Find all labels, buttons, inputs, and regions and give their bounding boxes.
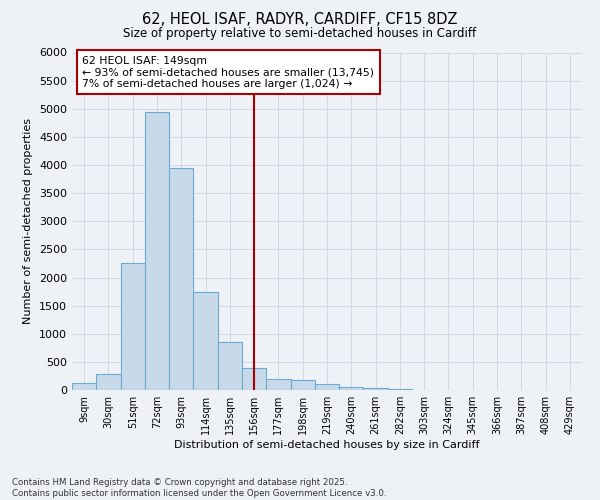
Bar — [315, 384, 339, 390]
Bar — [388, 389, 412, 390]
Y-axis label: Number of semi-detached properties: Number of semi-detached properties — [23, 118, 34, 324]
Bar — [121, 264, 145, 390]
Bar — [96, 374, 121, 390]
Bar — [193, 292, 218, 390]
X-axis label: Distribution of semi-detached houses by size in Cardiff: Distribution of semi-detached houses by … — [174, 440, 480, 450]
Bar — [169, 168, 193, 390]
Bar — [290, 380, 315, 390]
Bar — [72, 383, 96, 390]
Bar — [242, 368, 266, 390]
Bar — [145, 112, 169, 390]
Bar — [218, 342, 242, 390]
Text: Contains HM Land Registry data © Crown copyright and database right 2025.
Contai: Contains HM Land Registry data © Crown c… — [12, 478, 386, 498]
Text: Size of property relative to semi-detached houses in Cardiff: Size of property relative to semi-detach… — [124, 28, 476, 40]
Bar — [339, 387, 364, 390]
Text: 62 HEOL ISAF: 149sqm
← 93% of semi-detached houses are smaller (13,745)
7% of se: 62 HEOL ISAF: 149sqm ← 93% of semi-detac… — [82, 56, 374, 89]
Bar — [364, 388, 388, 390]
Text: 62, HEOL ISAF, RADYR, CARDIFF, CF15 8DZ: 62, HEOL ISAF, RADYR, CARDIFF, CF15 8DZ — [142, 12, 458, 28]
Bar — [266, 379, 290, 390]
